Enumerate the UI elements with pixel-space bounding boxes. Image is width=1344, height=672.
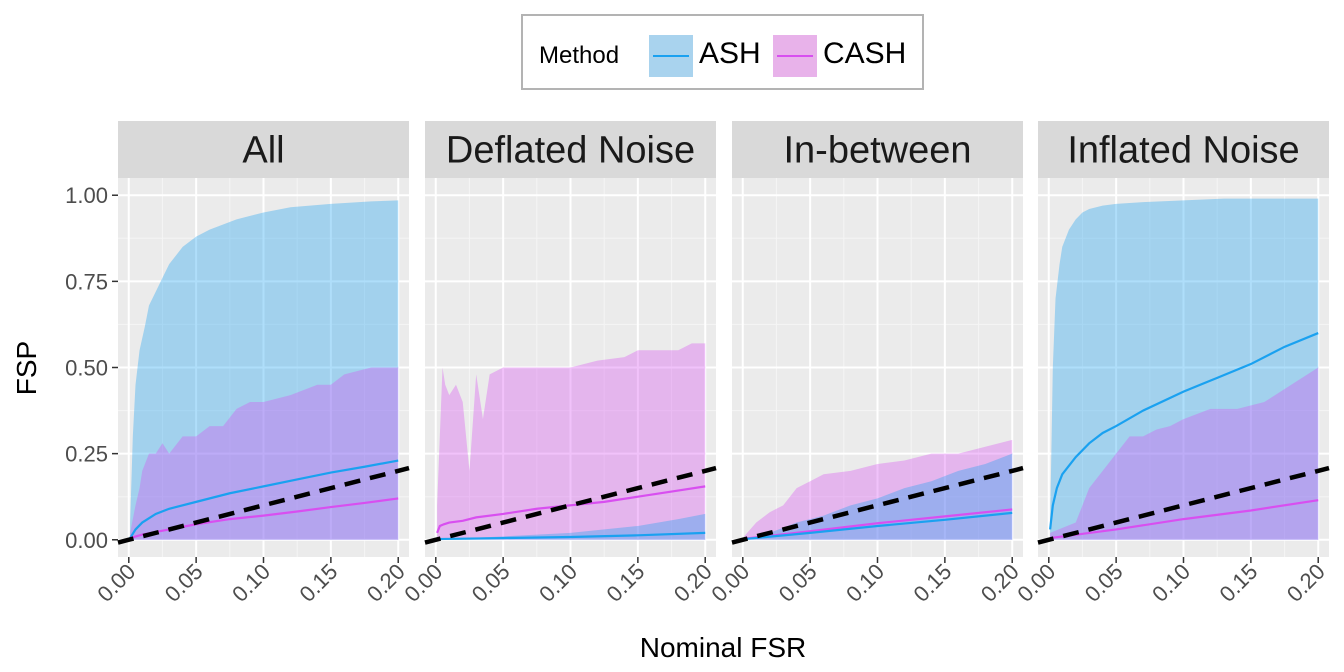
y-tick-label: 0.75	[65, 269, 108, 294]
x-tick-label: 0.20	[976, 559, 1024, 607]
x-tick-label: 0.00	[1012, 559, 1060, 607]
legend-key-ash	[649, 35, 693, 77]
panel-title: Deflated Noise	[446, 130, 695, 172]
line-ash	[437, 531, 706, 541]
band-cash	[130, 367, 399, 540]
band-ash	[437, 513, 706, 540]
panel-title: Inflated Noise	[1067, 130, 1299, 172]
x-axis-title: Nominal FSR	[640, 632, 806, 663]
y-tick-label: 0.25	[65, 442, 108, 467]
band-cash	[744, 439, 1013, 540]
line-ash	[1049, 332, 1319, 530]
panel-strip	[118, 121, 409, 178]
panel-strip	[425, 121, 716, 178]
x-tick-label: 0.00	[706, 559, 754, 607]
line-cash	[743, 508, 1013, 540]
line-cash	[436, 485, 706, 534]
x-tick-label: 0.05	[1080, 559, 1128, 607]
line-ash	[129, 459, 399, 539]
panel-strip	[732, 121, 1023, 178]
band-cash	[1050, 367, 1319, 540]
x-tick-label: 0.00	[399, 559, 447, 607]
legend-label-cash: CASH	[823, 37, 907, 70]
x-tick-label: 0.05	[774, 559, 822, 607]
y-tick-label: 0.50	[65, 356, 108, 381]
x-tick-label: 0.05	[160, 559, 208, 607]
x-tick-label: 0.20	[1282, 559, 1330, 607]
band-cash	[437, 343, 706, 540]
panel-title: All	[242, 130, 284, 172]
x-tick-label: 0.10	[1147, 559, 1195, 607]
x-tick-label: 0.05	[467, 559, 515, 607]
x-tick-label: 0.10	[227, 559, 275, 607]
legend-key-cash	[773, 35, 817, 77]
legend-title: Method	[539, 42, 620, 69]
x-tick-label: 0.20	[669, 559, 717, 607]
y-axis-title: FSP	[11, 341, 42, 395]
x-tick-label: 0.00	[92, 559, 140, 607]
x-tick-label: 0.10	[534, 559, 582, 607]
panel-in-between: In-between 0.00 0.05 0.10 0.15 0.20	[706, 121, 1024, 607]
x-tick-label: 0.15	[1214, 559, 1262, 607]
legend: Method ASH CASH	[521, 14, 924, 90]
panel-inflated-noise: Inflated Noise 0.00 0.05 0.10 0.15 0.20	[1012, 121, 1330, 607]
band-ash	[1050, 198, 1319, 540]
line-ash	[744, 511, 1013, 541]
panel-strip	[1038, 121, 1329, 178]
legend-label-ash: ASH	[699, 37, 761, 70]
line-cash	[1049, 499, 1319, 540]
x-tick-label: 0.20	[362, 559, 410, 607]
panel-title: In-between	[783, 130, 971, 172]
x-tick-label: 0.10	[841, 559, 889, 607]
y-tick-label: 0.00	[65, 528, 108, 553]
panel-all: All 0.00 0.05 0.10 0.15 0.20	[92, 121, 410, 607]
x-tick-label: 0.15	[908, 559, 956, 607]
panel-deflated-noise: Deflated Noise 0.00 0.05 0.10 0.15 0.20	[399, 121, 717, 607]
x-tick-label: 0.15	[294, 559, 342, 607]
band-ash	[744, 453, 1013, 540]
band-ash	[130, 200, 399, 540]
x-tick-label: 0.15	[601, 559, 649, 607]
y-tick-label: 1.00	[65, 183, 108, 208]
